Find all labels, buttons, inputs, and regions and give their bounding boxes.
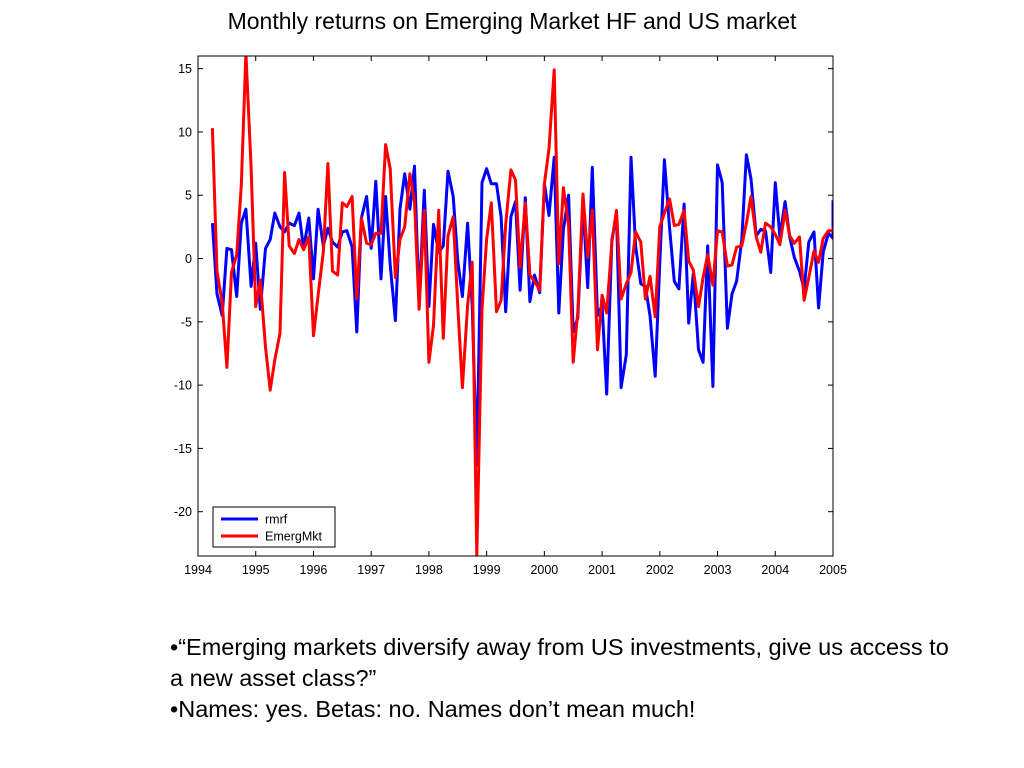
legend-box	[212, 506, 336, 548]
x-tick-label: 1999	[473, 563, 501, 577]
bullet-list: •“Emerging markets diversify away from U…	[170, 632, 950, 725]
bullet-item-names-betas: •Names: yes. Betas: no. Names don’t mean…	[170, 696, 696, 722]
y-tick-label: 15	[178, 62, 192, 76]
x-tick-label: 2002	[646, 563, 674, 577]
legend-label: rmrf	[265, 513, 288, 527]
y-tick-label: 0	[185, 252, 192, 266]
x-axis-ticks: 1994 1995 1996 1997 1998 1999 2000 2001 2002 2003…	[184, 56, 847, 577]
series-line-rmrf	[210, 153, 833, 467]
y-tick-label: -20	[174, 505, 192, 519]
y-tick-label: 5	[185, 189, 192, 203]
y-tick-label: -5	[181, 315, 192, 329]
x-tick-label: 1996	[300, 563, 328, 577]
x-tick-label: 1994	[184, 563, 212, 577]
plot-frame	[197, 55, 834, 557]
line-chart: 1994 1995 1996 1997 1998 1999 2000 2001 2002 2003…	[174, 55, 847, 577]
x-tick-label: 2004	[761, 563, 789, 577]
x-tick-label: 1995	[242, 563, 270, 577]
y-tick-label: 10	[178, 125, 192, 139]
slide-title: Monthly returns on Emerging Market HF an…	[227, 8, 797, 34]
y-axis-ticks: 15 10 5 0 -5 -10 -15 -20	[174, 62, 833, 519]
x-tick-label: 2001	[588, 563, 616, 577]
x-tick-label: 1998	[415, 563, 443, 577]
x-tick-label: 2003	[704, 563, 732, 577]
x-tick-label: 2000	[530, 563, 558, 577]
legend-label: EmergMkt	[265, 530, 322, 544]
series-line-emergmkt	[210, 56, 833, 556]
x-tick-label: 2005	[819, 563, 847, 577]
bullet-item-diversify: •“Emerging markets diversify away from U…	[170, 634, 956, 691]
x-tick-label: 1997	[357, 563, 385, 577]
legend: rmrf EmergMkt	[212, 506, 336, 548]
y-tick-label: -15	[174, 442, 192, 456]
y-tick-label: -10	[174, 379, 192, 393]
series-layer	[210, 56, 833, 556]
